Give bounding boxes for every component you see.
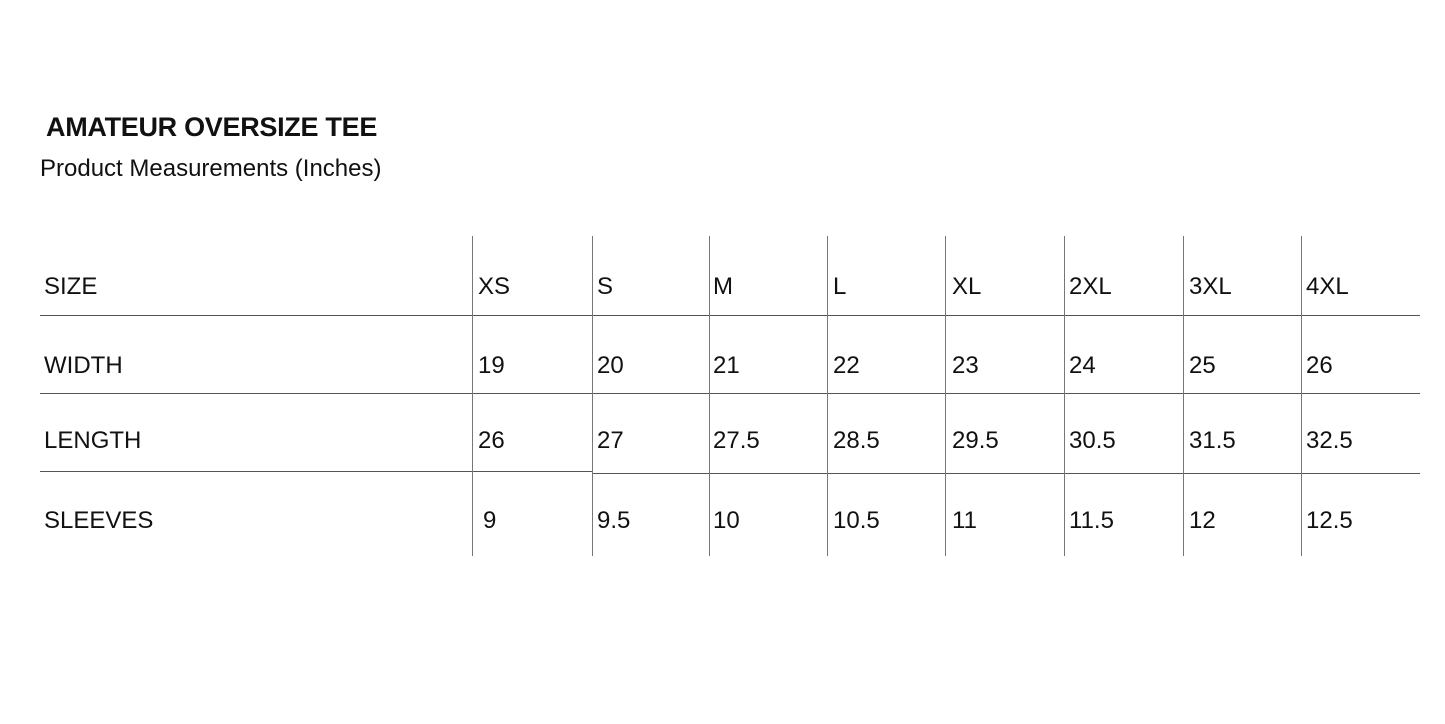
header-size-2xl: 2XL: [1069, 273, 1112, 300]
header-size-m: M: [713, 273, 733, 300]
column-divider: [1183, 236, 1184, 556]
cell-width-l: 22: [833, 352, 860, 379]
cell-length-s: 27: [597, 427, 624, 454]
cell-length-xs: 26: [478, 427, 505, 454]
row-divider: [40, 393, 1420, 394]
header-size-s: S: [597, 273, 614, 300]
cell-width-s: 20: [597, 352, 624, 379]
cell-sleeves-3xl: 12: [1189, 507, 1216, 534]
column-divider: [472, 236, 473, 556]
header-size-xs: XS: [478, 273, 511, 300]
cell-sleeves-l: 10.5: [833, 507, 880, 534]
row-label-length: LENGTH: [44, 427, 142, 454]
product-title: AMATEUR OVERSIZE TEE: [46, 112, 378, 142]
column-divider: [945, 236, 946, 556]
header-size-label: SIZE: [44, 273, 98, 300]
cell-width-xl: 23: [952, 352, 979, 379]
cell-sleeves-4xl: 12.5: [1306, 507, 1353, 534]
cell-length-xl: 29.5: [952, 427, 999, 454]
cell-sleeves-2xl: 11.5: [1069, 507, 1114, 534]
cell-sleeves-xs: 9: [483, 507, 497, 534]
column-divider: [709, 236, 710, 556]
cell-width-m: 21: [713, 352, 740, 379]
cell-length-m: 27.5: [713, 427, 760, 454]
cell-length-2xl: 30.5: [1069, 427, 1116, 454]
header-size-l: L: [833, 273, 847, 300]
column-divider: [592, 236, 593, 556]
row-divider: [40, 471, 592, 472]
cell-sleeves-s: 9.5: [597, 507, 631, 534]
cell-sleeves-m: 10: [713, 507, 740, 534]
cell-length-3xl: 31.5: [1189, 427, 1236, 454]
column-divider: [1301, 236, 1302, 556]
row-divider: [40, 315, 1420, 316]
cell-length-4xl: 32.5: [1306, 427, 1353, 454]
cell-width-4xl: 26: [1306, 352, 1333, 379]
row-label-width: WIDTH: [44, 352, 123, 379]
cell-length-l: 28.5: [833, 427, 880, 454]
cell-width-2xl: 24: [1069, 352, 1096, 379]
column-divider: [827, 236, 828, 556]
row-label-sleeves: SLEEVES: [44, 507, 154, 534]
row-divider: [592, 473, 1420, 474]
cell-sleeves-xl: 11: [952, 507, 977, 534]
column-divider: [1064, 236, 1065, 556]
cell-width-xs: 19: [478, 352, 505, 379]
header-size-3xl: 3XL: [1189, 273, 1232, 300]
cell-width-3xl: 25: [1189, 352, 1216, 379]
product-subtitle: Product Measurements (Inches): [40, 155, 382, 182]
header-size-xl: XL: [952, 273, 982, 300]
header-size-4xl: 4XL: [1306, 273, 1349, 300]
